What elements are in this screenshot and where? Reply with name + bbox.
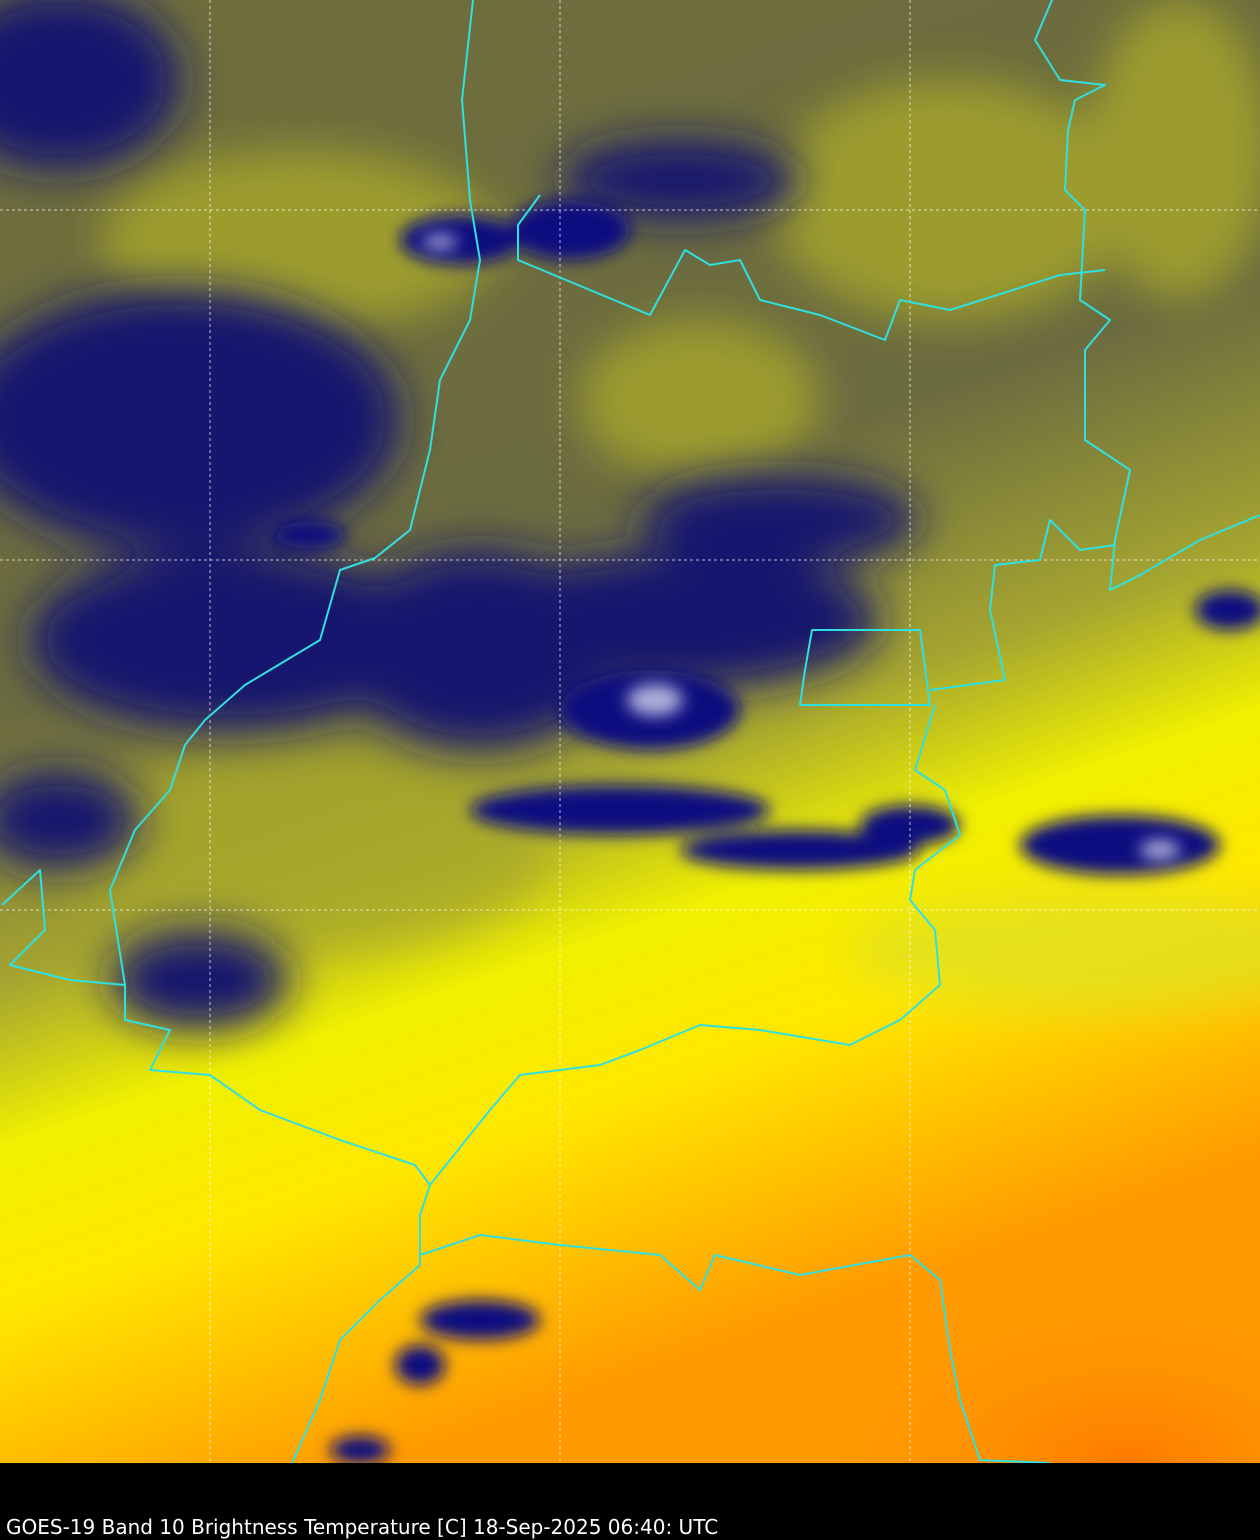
- image: [0, 0, 1260, 1464]
- caption: GOES-19 Band 10 Brightness Temperature […: [6, 1515, 718, 1539]
- caption-bar: [0, 1463, 1260, 1540]
- grid: [0, 0, 1260, 1463]
- borders: [1, 0, 1260, 1464]
